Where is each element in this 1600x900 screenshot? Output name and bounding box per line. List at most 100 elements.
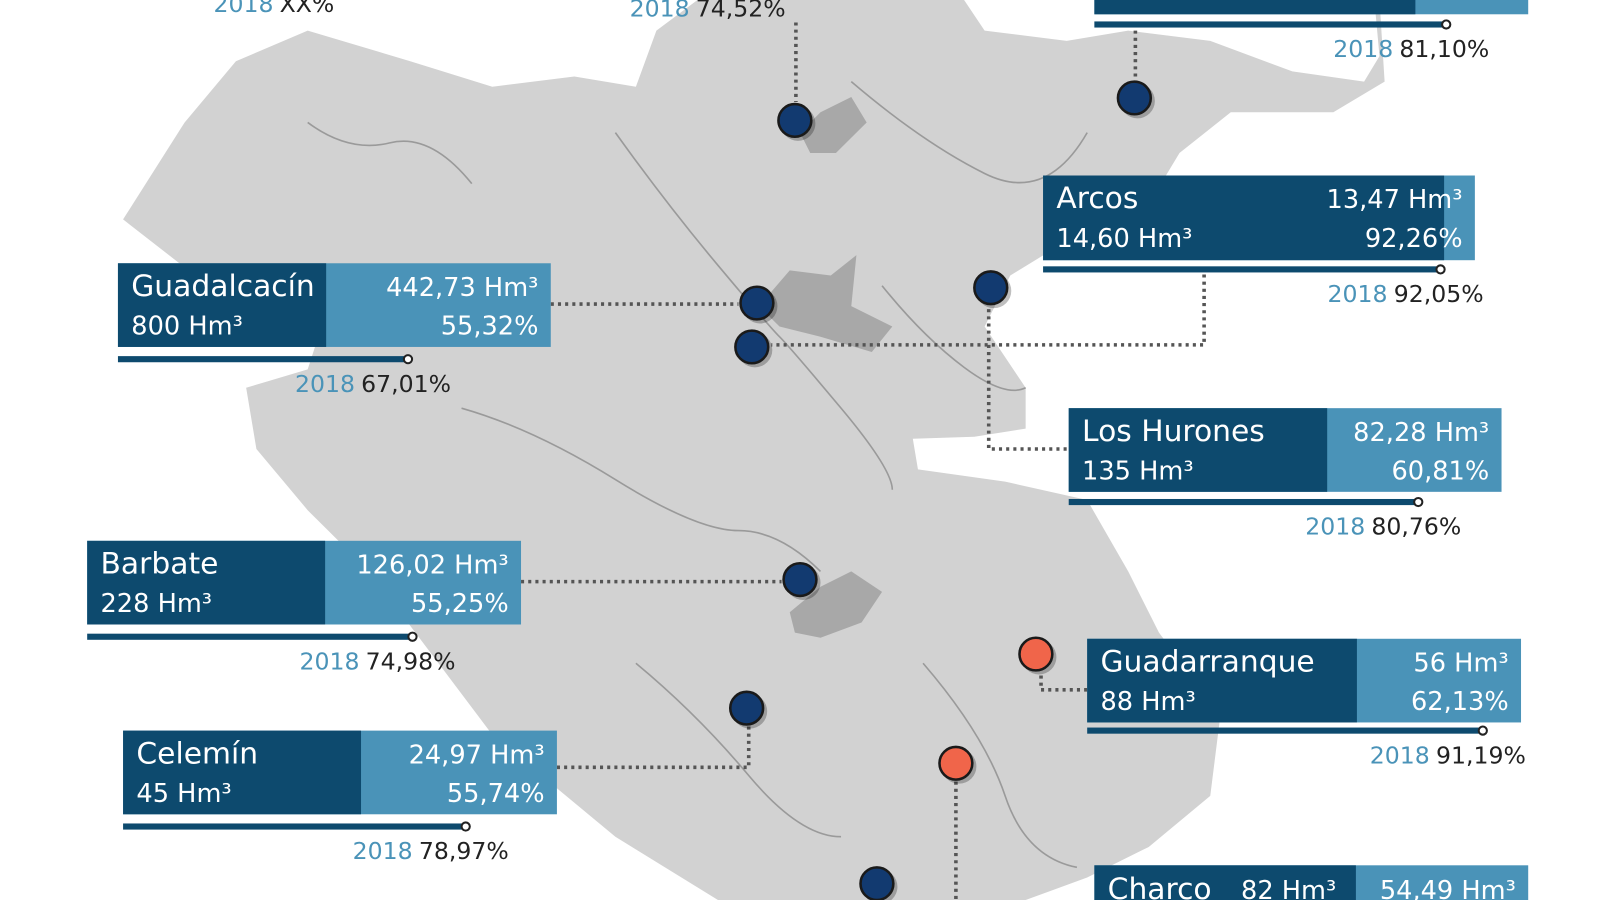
previous-percent: 80,76%	[1371, 513, 1461, 541]
year: 2018	[213, 0, 273, 18]
fill-percent: 62,13%	[1411, 687, 1509, 717]
reservoir: Guadarranque 88 Hm³ 56 Hm³ 62,13% 2018 91,19%	[1018, 636, 1526, 769]
reservoir-name: Charco	[1108, 871, 1212, 900]
reservoir: Guadalcacín 800 Hm³ 442,73 Hm³ 55,32% 2018 67…	[117, 263, 778, 398]
connector	[986, 306, 1067, 451]
previous-fill-bar	[1094, 21, 1447, 28]
year: 2018	[1328, 280, 1388, 308]
capacity: 228 Hm³	[101, 589, 213, 619]
reservoir-name: Arcos	[1056, 180, 1138, 215]
previous-fill-bar	[87, 633, 413, 640]
previous-year-label: 2018 80,76%	[1305, 513, 1461, 541]
previous-percent: XX%	[280, 0, 335, 18]
previous-fill-bar	[1043, 266, 1441, 273]
reservoir: Celemín 45 Hm³ 24,97 Hm³ 55,74% 2018 78,97%	[123, 690, 768, 865]
river	[881, 285, 1027, 392]
reservoir-marker	[1018, 636, 1054, 672]
current-volume: 82,28 Hm³	[1353, 418, 1489, 448]
reservoir-name: Los Hurones	[1082, 413, 1265, 448]
fill-percent: 55,32%	[441, 312, 539, 342]
lake	[758, 255, 893, 353]
fill-percent: 92,26%	[1365, 224, 1463, 254]
year: 2018	[295, 370, 355, 398]
lake	[789, 571, 883, 638]
reservoir: Barbate 228 Hm³ 126,02 Hm³ 55,25% 2018 74,98%	[87, 540, 821, 675]
current-volume: 13,47 Hm³	[1327, 185, 1463, 215]
previous-year-label: 2018 78,97%	[353, 837, 509, 865]
info-box-name	[1068, 408, 1328, 492]
year: 2018	[1333, 35, 1393, 63]
river	[850, 81, 1088, 184]
previous-fill-bar	[1068, 498, 1419, 506]
previous-year-label: 2018 67,01%	[295, 370, 451, 398]
reservoir-name: Celemín	[136, 735, 258, 770]
bar-end-dot	[402, 354, 414, 365]
previous-percent: 74,52%	[696, 0, 786, 22]
capacity: 82 Hm³	[1241, 876, 1336, 900]
previous-fill-bar	[123, 823, 466, 830]
year: 2018	[1370, 741, 1430, 769]
connector	[1039, 671, 1088, 692]
year: 2018	[299, 647, 359, 675]
reservoir-marker	[859, 866, 895, 900]
reservoir: 2018 XX%	[213, 0, 334, 18]
current-volume: 126,02 Hm³	[356, 551, 508, 581]
capacity: 45 Hm³	[136, 779, 231, 809]
info-box-name	[1094, 865, 1356, 900]
connector	[771, 267, 1206, 347]
capacity: 135 Hm³	[1082, 457, 1194, 487]
year: 2018	[353, 837, 413, 865]
river	[922, 662, 1078, 869]
previous-percent: 92,05%	[1394, 280, 1484, 308]
fill-percent: 60,81%	[1391, 457, 1489, 487]
previous-year-label: 2018 81,10%	[1333, 35, 1489, 63]
reservoir-marker	[777, 102, 813, 139]
fill-percent: 55,25%	[411, 589, 509, 619]
current-volume: 442,73 Hm³	[386, 273, 538, 303]
river	[461, 407, 822, 573]
bar-end-dot	[1477, 725, 1488, 736]
previous-percent: 67,01%	[361, 370, 451, 398]
reservoir-name: Barbate	[101, 546, 219, 581]
reservoir-marker	[1116, 80, 1153, 116]
year: 2018	[1305, 513, 1365, 541]
fill-percent: 55,74%	[447, 779, 545, 809]
year: 2018	[630, 0, 690, 22]
river	[635, 662, 842, 838]
previous-year-label: 2018 74,98%	[299, 647, 455, 675]
capacity: 14,60 Hm³	[1056, 224, 1192, 254]
info-box-name	[87, 540, 326, 625]
reservoir-marker	[973, 270, 1009, 306]
previous-fill-bar	[117, 356, 408, 363]
reservoir: El Gastor201881,10%	[1094, 0, 1529, 119]
previous-year-label: 2018 XX%	[213, 0, 334, 18]
info-box-name	[1094, 0, 1416, 15]
previous-year-label: 2018 92,05%	[1328, 280, 1484, 308]
reservoir-name: Guadarranque	[1101, 644, 1315, 679]
info-box-name	[123, 730, 362, 815]
capacity: 88 Hm³	[1101, 687, 1196, 717]
bar-end-dot	[460, 821, 471, 832]
bar-end-dot	[1441, 19, 1452, 30]
reservoir-marker	[782, 561, 818, 598]
capacity: 800 Hm³	[131, 312, 243, 342]
info-box-name	[1087, 638, 1357, 723]
land	[123, 0, 1600, 900]
current-volume: 56 Hm³	[1413, 648, 1508, 678]
lake	[800, 96, 867, 154]
reservoir-marker	[938, 745, 974, 781]
previous-fill-bar	[1087, 727, 1483, 734]
reservoir: 2018 74,52%	[630, 0, 816, 141]
previous-year-label: 2018 74,52%	[630, 0, 786, 22]
bar-end-dot	[1413, 496, 1424, 508]
previous-percent: 74,98%	[366, 647, 456, 675]
bar-end-dot	[407, 631, 418, 642]
previous-percent: 81,10%	[1399, 35, 1489, 63]
reservoir-name: Guadalcacín	[131, 268, 314, 303]
river	[614, 132, 894, 490]
reservoir: Arcos 14,60 Hm³ 13,47 Hm³ 92,26% 2018 92,05%	[734, 175, 1484, 368]
current-volume: 54,49 Hm³	[1380, 876, 1516, 900]
reservoir-marker	[734, 329, 770, 365]
